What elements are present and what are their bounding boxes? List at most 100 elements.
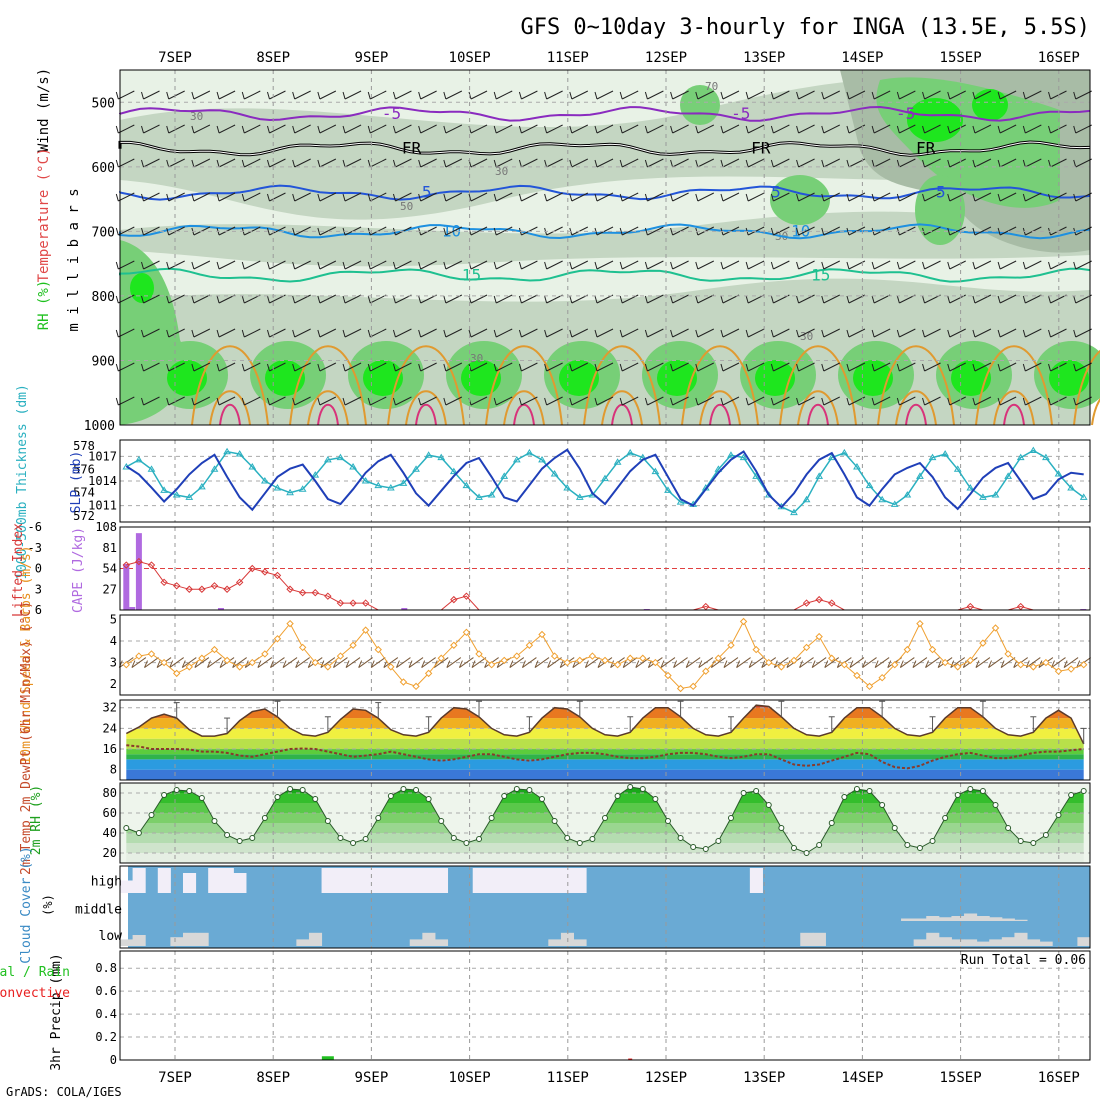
thickness-point xyxy=(764,491,773,498)
wind-barb xyxy=(899,192,916,202)
wind-barb-flag xyxy=(846,125,850,134)
wind-barb xyxy=(244,158,261,168)
wind-barb xyxy=(999,396,1017,406)
wind10-point xyxy=(651,658,660,667)
wind-barb xyxy=(848,192,866,202)
cloud-cell xyxy=(812,932,826,946)
cape-bar xyxy=(123,563,130,610)
wind-barb-flag xyxy=(418,159,422,168)
wind-barb-flag xyxy=(871,125,875,134)
wind-barb xyxy=(168,192,185,202)
wind-barb-flag xyxy=(418,261,422,270)
wind-barb xyxy=(974,396,992,406)
wind-barb-flag xyxy=(392,125,396,134)
slp-tick: 1014 xyxy=(88,474,117,488)
wind-barb xyxy=(621,124,639,134)
rh2m-point xyxy=(249,835,256,841)
rh-moist-patch xyxy=(680,85,720,125)
warm-arches xyxy=(191,345,1100,426)
wind10-barb xyxy=(232,657,247,668)
date-tick-bottom: 15SEP xyxy=(940,1070,982,1086)
cloud-cell xyxy=(548,868,562,893)
wind-barb xyxy=(647,90,664,100)
wind-barb xyxy=(370,124,387,134)
wind-barb-flag xyxy=(518,261,522,270)
wind-barb-flag xyxy=(972,295,976,304)
thickness-point xyxy=(676,498,685,505)
wind-barb xyxy=(319,362,337,372)
temp-band xyxy=(126,769,1084,780)
wind-barb-flag xyxy=(871,397,875,406)
wind-barb-flag xyxy=(367,159,371,168)
wind-barb-flag xyxy=(317,91,321,100)
wind-barb xyxy=(697,362,715,372)
wind-barb xyxy=(143,226,160,236)
pressure-tick: 800 xyxy=(92,290,115,305)
wind-barb-flag xyxy=(997,125,1001,134)
wind-barb-flag xyxy=(544,91,548,100)
lifted-point xyxy=(172,582,181,590)
wind-barb-flag xyxy=(770,159,774,168)
wind-barb-flag xyxy=(115,363,119,372)
wind10-barb-flag xyxy=(660,660,665,668)
thickness-point xyxy=(361,477,370,484)
wind-barb-flag xyxy=(443,125,447,134)
wind-barb-flag xyxy=(720,329,724,338)
thickness-point xyxy=(575,493,584,500)
wind-barb-flag xyxy=(922,329,926,338)
wind10-barb xyxy=(925,657,940,668)
wind-barb-flag xyxy=(796,125,800,134)
wind-barb xyxy=(218,90,236,100)
wind-barb xyxy=(143,124,160,134)
wind-barb xyxy=(1050,328,1067,338)
wind-barb xyxy=(294,328,311,338)
wind-barb-flag xyxy=(266,125,270,134)
thickness-point xyxy=(260,477,269,484)
wind10-barb xyxy=(446,657,462,668)
warm-arch-contour xyxy=(905,404,927,426)
wind-barb xyxy=(697,124,715,134)
wind-barb xyxy=(722,158,740,168)
rh2m-point xyxy=(501,793,508,799)
wind-barb-flag xyxy=(644,125,648,134)
date-tick-bottom: 9SEP xyxy=(355,1070,389,1086)
wind10-barb-flag xyxy=(144,660,148,668)
cloud-cell xyxy=(938,937,952,946)
wind-barb-flag xyxy=(493,193,497,202)
rh2m-point xyxy=(740,790,747,796)
wind-barb xyxy=(1025,260,1042,270)
wind-barb xyxy=(672,328,689,338)
wind-barb xyxy=(924,192,941,202)
wind10-barb-flag xyxy=(975,660,980,668)
wind10-point xyxy=(487,661,496,669)
wind-barb xyxy=(244,260,261,270)
temp-minmax-bars xyxy=(173,700,1087,744)
wind-barb-flag xyxy=(191,295,195,304)
wind-barb xyxy=(344,90,362,100)
wind-barb xyxy=(747,124,765,134)
wind-barb xyxy=(495,294,513,304)
wind-barb-flag xyxy=(619,397,623,406)
wind-barb xyxy=(495,362,513,372)
rh2m-point xyxy=(425,796,432,802)
rh2m-point xyxy=(450,835,457,841)
wind-barb xyxy=(949,328,966,338)
wind-barb xyxy=(621,328,639,338)
wind10-barb-flag xyxy=(597,660,602,668)
cloud-cell xyxy=(913,918,927,921)
wind-barb xyxy=(621,90,639,100)
wind-barb xyxy=(798,396,815,406)
wind-barb xyxy=(420,192,437,202)
wind-barb-flag xyxy=(569,397,573,406)
wind-barb xyxy=(420,158,437,168)
rh2m-band xyxy=(126,823,1084,833)
wind-barb-flag xyxy=(141,159,144,168)
precip-conv-label: Convective xyxy=(0,986,70,1001)
wind-barb xyxy=(370,192,387,202)
isotherm-label: 5 xyxy=(936,183,946,202)
warm-arch-contour xyxy=(1003,404,1025,426)
thickness-point xyxy=(727,451,735,458)
wind-barb-flag xyxy=(896,329,900,338)
wind-barb xyxy=(621,362,639,372)
warm-arch-contour xyxy=(583,345,661,426)
